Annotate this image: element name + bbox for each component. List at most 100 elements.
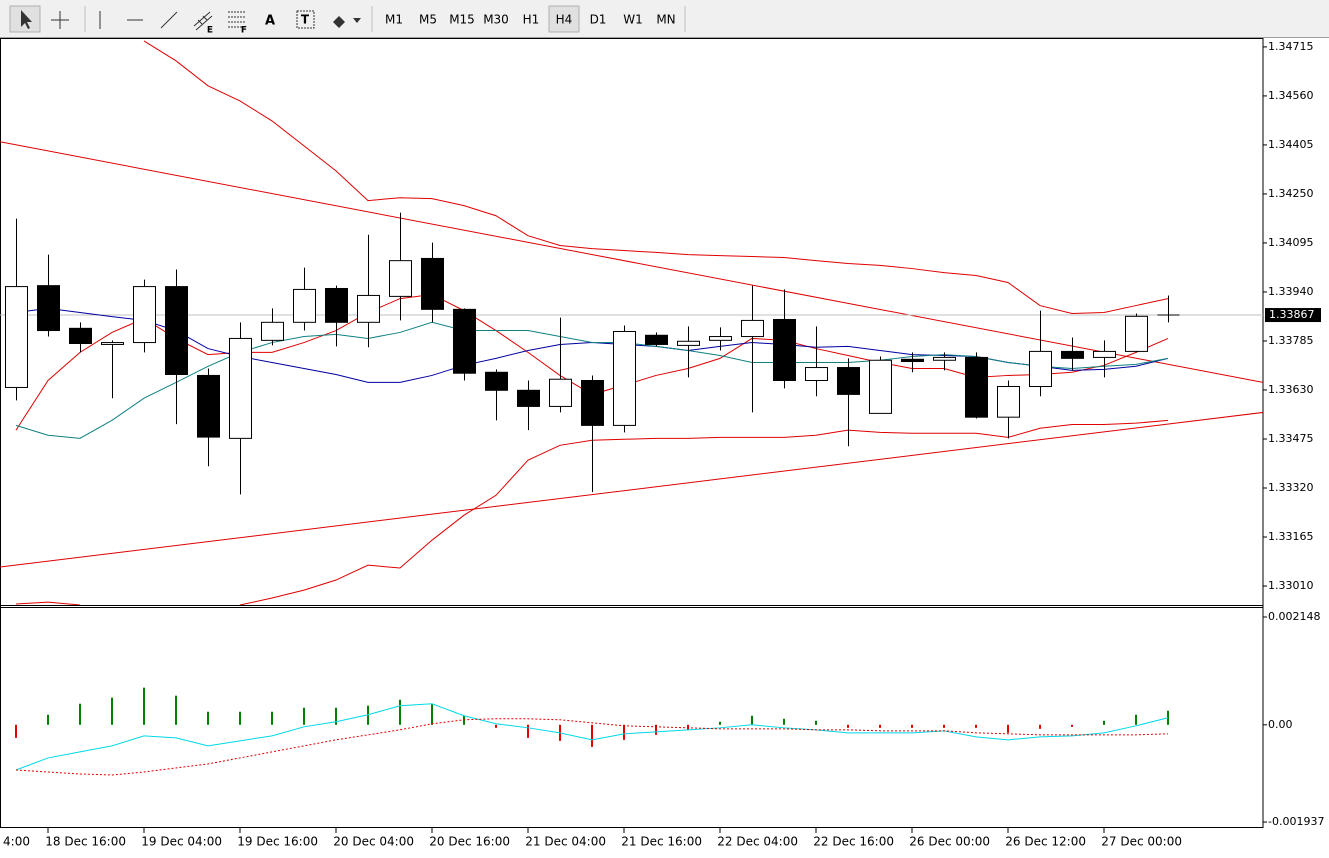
histogram-bar	[1103, 720, 1105, 725]
histogram-bar	[527, 724, 529, 738]
tool-letter[interactable]: A	[265, 14, 275, 29]
y-tick-label: 1.33010	[1268, 579, 1314, 592]
x-tick-label: 27 Dec 00:00	[1101, 835, 1182, 849]
histogram-bar	[1135, 714, 1137, 725]
histogram-bar	[47, 714, 49, 725]
dropdown-arrow[interactable]	[353, 18, 361, 23]
tool-letter[interactable]: F	[241, 26, 247, 36]
trendline	[0, 141, 1263, 383]
x-tick-label: 19 Dec 04:00	[141, 835, 222, 849]
y-tick-label: 0.002148	[1268, 610, 1321, 623]
x-tick-label: 18 Dec 16:00	[45, 835, 126, 849]
candle-body	[453, 308, 476, 374]
histogram-bar	[751, 715, 753, 725]
icon-cursor	[21, 10, 32, 29]
histogram-bar	[975, 724, 977, 728]
x-tick-label: 20 Dec 16:00	[429, 835, 510, 849]
histogram-bar	[879, 724, 881, 728]
timeframe-active[interactable]	[548, 5, 580, 33]
histogram-bar	[207, 711, 209, 725]
signal-line	[15, 703, 1169, 771]
y-tick-label: 1.34095	[1268, 236, 1314, 249]
candle-body	[805, 367, 828, 381]
histogram-bar	[79, 703, 81, 725]
indicator-line	[15, 419, 1169, 605]
y-tick-label: 1.33940	[1268, 285, 1314, 298]
timeframe-button[interactable]: M1	[385, 13, 403, 27]
timeframe-button[interactable]: M30	[483, 13, 509, 27]
y-tick-label: 1.34250	[1268, 187, 1314, 200]
histogram-bar	[943, 724, 945, 728]
histogram-bar	[1071, 724, 1073, 727]
chart-frame	[0, 38, 1264, 828]
histogram-bar	[143, 687, 145, 725]
timeframe-button[interactable]: H1	[523, 13, 540, 27]
x-tick-label: 4:00	[3, 835, 30, 849]
histogram-bar	[495, 724, 497, 728]
candle-body	[389, 260, 412, 297]
candle-body	[645, 334, 668, 345]
candle-body	[997, 386, 1020, 418]
histogram-bar	[815, 720, 817, 725]
histogram-bar	[1007, 724, 1009, 733]
y-tick-label: -0.001937	[1268, 815, 1324, 828]
timeframe-button[interactable]: W1	[623, 13, 643, 27]
histogram-bar	[175, 695, 177, 725]
button-label-frame[interactable]	[296, 10, 315, 29]
button-channel[interactable]	[193, 11, 213, 31]
timeframe-button[interactable]: MN	[656, 13, 675, 27]
candle-body	[1029, 350, 1052, 388]
timeframe-button[interactable]: D1	[590, 13, 607, 27]
x-tick-label: 20 Dec 04:00	[333, 835, 414, 849]
tool-letter[interactable]: E	[207, 26, 213, 36]
candle-body	[133, 286, 156, 344]
histogram-bar	[239, 711, 241, 725]
candle-body	[37, 285, 60, 332]
timeframe-button[interactable]: M5	[419, 13, 437, 27]
candle-body	[613, 330, 636, 426]
y-tick-label: 1.33475	[1268, 432, 1314, 445]
histogram-bar	[1039, 724, 1041, 729]
x-tick-label: 21 Dec 04:00	[525, 835, 606, 849]
candle-body	[549, 378, 572, 407]
candle-body	[5, 286, 28, 388]
candle-body	[965, 356, 988, 418]
histogram-bar	[623, 724, 625, 740]
candle-body	[229, 337, 252, 439]
candle-body	[1061, 350, 1084, 359]
signal-line	[15, 718, 1169, 776]
button-fibo[interactable]	[228, 11, 246, 28]
histogram-bar	[111, 697, 113, 725]
candle-body	[69, 327, 92, 345]
y-tick-label: 1.33785	[1268, 334, 1314, 347]
button-arrows[interactable]	[333, 16, 345, 28]
x-tick-label: 26 Dec 00:00	[909, 835, 990, 849]
toolbar: E F A T M1 M5 M15 M30 H1 H4 D1 W1 MN	[0, 0, 1329, 38]
histogram-bar	[687, 724, 689, 730]
current-price-box	[1265, 308, 1321, 323]
x-tick-label: 22 Dec 04:00	[717, 835, 798, 849]
histogram-bar	[15, 724, 17, 738]
candle-body	[517, 389, 540, 407]
current-price-label: 1.33867	[1269, 308, 1315, 321]
y-tick-label: 1.33320	[1268, 481, 1314, 494]
price-panel	[0, 40, 1263, 605]
histogram-bar	[911, 724, 913, 728]
axes: 1.34715 1.34560 1.34405 1.34250 1.34095 1.339…	[3, 40, 1324, 849]
candle-body	[421, 257, 444, 310]
histogram-bar	[719, 721, 721, 725]
candle-body	[837, 367, 860, 395]
tool-letter[interactable]: T	[301, 13, 310, 27]
button-crosshair[interactable]	[51, 11, 69, 29]
candle-body	[901, 358, 924, 363]
histogram-bar	[399, 699, 401, 725]
timeframe-button[interactable]: M15	[449, 13, 475, 27]
histogram-bar	[303, 707, 305, 725]
candle-body	[933, 356, 956, 361]
x-tick-label: 19 Dec 16:00	[237, 835, 318, 849]
button-trendline[interactable]	[160, 11, 178, 29]
candle-body	[773, 318, 796, 381]
timeframe-button[interactable]: H4	[556, 13, 573, 27]
y-tick-label: 1.34715	[1268, 40, 1314, 53]
